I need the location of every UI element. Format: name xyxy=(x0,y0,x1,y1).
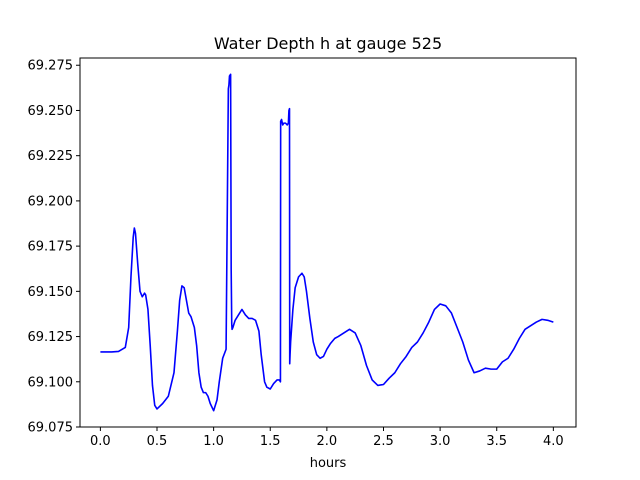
x-tick-label: 2.0 xyxy=(317,434,338,449)
x-tick-label: 1.5 xyxy=(260,434,281,449)
plot-area: 0.0 0.5 1.0 1.5 2.0 2.5 3.0 3.5 4.0 69.075 69.100 6… xyxy=(28,57,577,449)
y-tick-label: 69.175 xyxy=(28,240,74,255)
x-axis-label: hours xyxy=(310,456,347,471)
y-tick-label: 69.250 xyxy=(28,104,74,119)
plot-frame xyxy=(79,57,577,428)
chart-title: Water Depth h at gauge 525 xyxy=(214,34,442,53)
y-tick-label: 69.075 xyxy=(28,421,74,436)
series-line-0 xyxy=(100,73,554,412)
x-tick-label: 3.5 xyxy=(486,434,507,449)
x-tick-label: 4.0 xyxy=(543,434,564,449)
y-tick-label: 69.200 xyxy=(28,194,74,209)
x-tick-label: 0.5 xyxy=(147,434,168,449)
y-tick-label: 69.125 xyxy=(28,330,74,345)
x-tick-label: 2.5 xyxy=(373,434,394,449)
y-tick-label: 69.275 xyxy=(28,59,74,74)
y-tick-label: 69.100 xyxy=(28,375,74,390)
y-tick-label: 69.225 xyxy=(28,149,74,164)
y-tick-label: 69.150 xyxy=(28,285,74,300)
x-tick-label: 1.0 xyxy=(203,434,224,449)
x-tick-label: 3.0 xyxy=(430,434,451,449)
x-tick-label: 0.0 xyxy=(90,434,111,449)
